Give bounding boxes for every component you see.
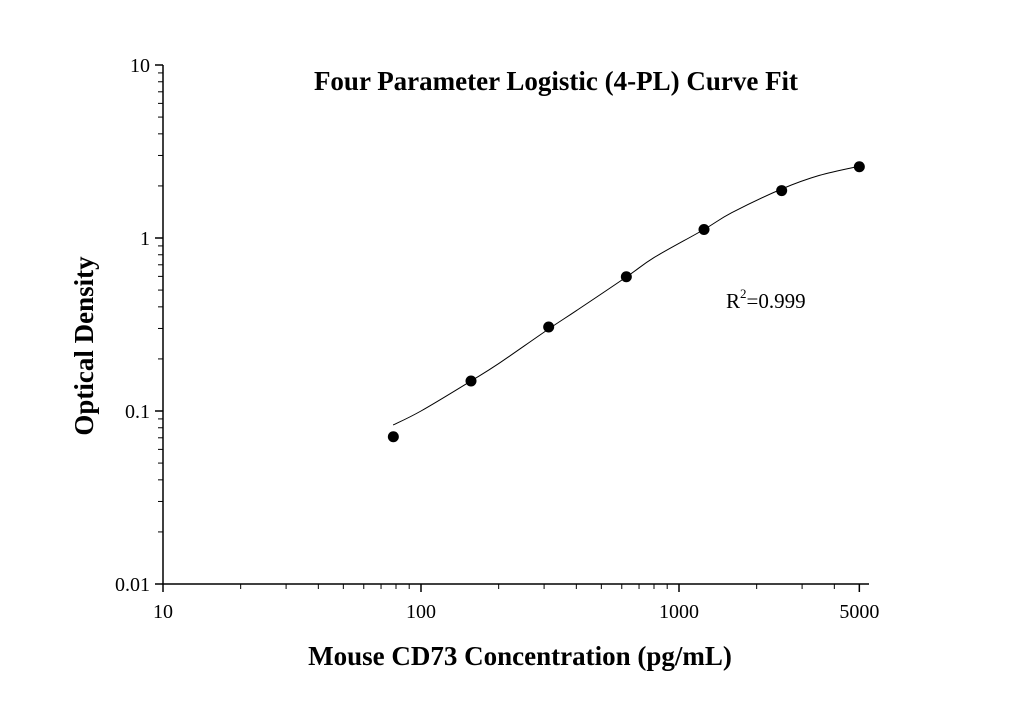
x-axis-title: Mouse CD73 Concentration (pg/mL) bbox=[308, 641, 732, 671]
y-tick-label: 10 bbox=[130, 55, 150, 77]
x-tick-label: 5000 bbox=[839, 601, 879, 623]
data-point bbox=[465, 375, 477, 387]
data-point bbox=[543, 321, 555, 333]
data-point bbox=[620, 271, 632, 283]
r-squared-value: =0.999 bbox=[747, 289, 806, 313]
data-point bbox=[387, 431, 399, 443]
y-tick-label: 0.01 bbox=[115, 574, 150, 596]
r-squared-base: R bbox=[726, 289, 740, 313]
data-point bbox=[853, 161, 865, 173]
chart-title: Four Parameter Logistic (4-PL) Curve Fit bbox=[314, 66, 798, 96]
y-axis-ticks: 0.01 0.1 1 10 bbox=[115, 55, 163, 596]
x-tick-label: 10 bbox=[153, 601, 173, 623]
data-point bbox=[776, 185, 788, 197]
data-point bbox=[698, 223, 710, 235]
y-axis-title: Optical Density bbox=[69, 256, 99, 436]
r-squared-superscript: 2 bbox=[740, 286, 747, 301]
x-axis-ticks: 10 100 1000 5000 bbox=[153, 584, 879, 623]
y-tick-label: 0.1 bbox=[125, 401, 150, 423]
data-points bbox=[387, 161, 865, 443]
x-tick-label: 100 bbox=[406, 601, 436, 623]
x-tick-label: 1000 bbox=[659, 601, 699, 623]
r-squared-annotation: R2=0.999 bbox=[726, 286, 806, 313]
y-tick-label: 1 bbox=[140, 228, 150, 250]
